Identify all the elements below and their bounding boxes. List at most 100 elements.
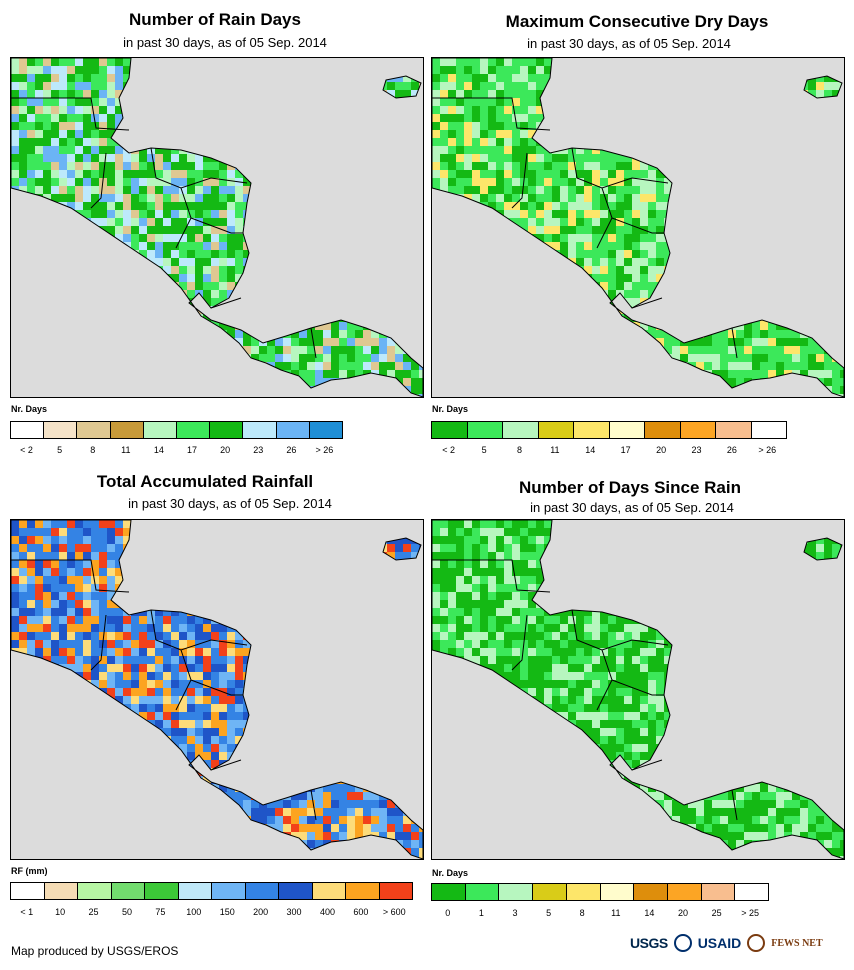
legend-swatch [667, 884, 702, 900]
legend-tick-label: 20 [656, 445, 667, 455]
legend-swatch [110, 422, 144, 438]
legend-ticks: 0 1 3 5 8 11 14 20 25 > 25 [431, 908, 767, 920]
panel-title: Total Accumulated Rainfall [96, 472, 314, 491]
legend-swatch [751, 422, 786, 438]
legend-swatch [533, 884, 567, 900]
legend-tick-label: 14 [153, 445, 164, 455]
legend-tick-label: 11 [121, 445, 131, 455]
legend-swatch [243, 422, 277, 438]
coastline [432, 58, 844, 397]
panel-subtitle: in past 30 days, as of 05 Sep. 2014 [128, 496, 332, 511]
legend-tick-label: 8 [90, 445, 96, 455]
coastline [803, 75, 843, 99]
legend-tick-label: 300 [286, 907, 302, 917]
legend-tick-label: < 2 [442, 445, 456, 455]
map-canvas [432, 520, 844, 859]
map-days-since-rain [431, 519, 845, 860]
map-credit: Map produced by USGS/EROS [11, 944, 179, 958]
legend-caption: Nr. Days [432, 404, 469, 414]
legend-swatch [499, 884, 534, 900]
legend-tick-label: 8 [579, 908, 585, 918]
legend-tick-label: > 26 [758, 445, 777, 455]
legend-tick-label: 50 [121, 907, 132, 917]
partner-logos: USGS USAID FEWS NET [630, 934, 823, 952]
legend-tick-label: > 25 [741, 908, 760, 918]
legend-ticks: < 2 5 8 11 14 17 20 23 26 > 26 [431, 445, 785, 457]
usaid-seal-icon [673, 934, 692, 952]
legend-tick-label: 26 [726, 445, 737, 455]
legend-swatch [609, 422, 645, 438]
legend-tick-label: 5 [57, 445, 63, 455]
legend-bar [10, 421, 343, 439]
legend-ticks: < 2 5 8 11 14 17 20 23 26 > 26 [10, 445, 341, 457]
legend-tick-label: 75 [155, 907, 166, 917]
legend-tick-label: 14 [585, 445, 596, 455]
legend-swatch [634, 884, 668, 900]
legend-tick-label: 17 [620, 445, 631, 455]
legend-swatch [467, 422, 503, 438]
legend-swatch [77, 422, 111, 438]
legend-swatch [44, 422, 78, 438]
panel-subtitle: in past 30 days, as of 05 Sep. 2014 [530, 500, 734, 515]
country-borders [432, 559, 738, 821]
legend-swatch [566, 884, 601, 900]
legend-tick-label: 11 [550, 445, 560, 455]
legend-bar [10, 882, 413, 900]
legend-swatch [245, 883, 279, 899]
legend-tick-label: 100 [186, 907, 202, 917]
legend-swatch [11, 883, 45, 899]
legend-tick-label: 20 [220, 445, 231, 455]
legend-swatch [276, 422, 310, 438]
legend-swatch [111, 883, 145, 899]
panel-title: Number of Rain Days [129, 10, 301, 29]
coastline [11, 520, 423, 859]
legend-bar [431, 421, 787, 439]
legend-swatch [574, 422, 610, 438]
legend-caption: Nr. Days [11, 404, 48, 414]
legend-swatch [210, 422, 244, 438]
country-borders [11, 97, 317, 359]
coastline [803, 537, 843, 561]
legend-tick-label: 8 [516, 445, 523, 455]
map-accumulated-rainfall [10, 519, 424, 860]
legend-tick-label: 1 [478, 908, 484, 918]
legend-swatch [177, 422, 211, 438]
map-canvas [432, 58, 844, 397]
legend-swatch [44, 883, 78, 899]
fews-net-logo: FEWS NET [771, 937, 823, 949]
legend-tick-label: > 26 [315, 445, 334, 455]
legend-swatch [178, 883, 212, 899]
legend-swatch [716, 422, 752, 438]
panel-title: Maximum Consecutive Dry Days [505, 12, 769, 31]
map-dry-days [431, 57, 845, 398]
legend-tick-label: 25 [711, 908, 722, 918]
legend-swatch [212, 883, 246, 899]
legend-swatch [78, 883, 112, 899]
legend-tick-label: 3 [512, 908, 518, 918]
country-borders [11, 559, 317, 821]
legend-bar [431, 883, 769, 901]
legend-swatch [465, 884, 500, 900]
legend-tick-label: 400 [319, 907, 335, 917]
legend-tick-label: 25 [88, 907, 99, 917]
legend-swatch [432, 884, 466, 900]
legend-swatch [503, 422, 539, 438]
legend-tick-label: 17 [187, 445, 198, 455]
legend-tick-label: 23 [691, 445, 702, 455]
map-rain-days [10, 57, 424, 398]
legend-tick-label: 5 [481, 445, 487, 455]
legend-tick-label: 23 [253, 445, 264, 455]
legend-swatch [143, 422, 178, 438]
coastline [382, 75, 422, 99]
legend-tick-label: 14 [644, 908, 655, 918]
legend-tick-label: 200 [253, 907, 269, 917]
coastline [11, 58, 423, 397]
legend-swatch [279, 883, 313, 899]
legend-tick-label: 20 [677, 908, 689, 918]
country-borders [432, 97, 738, 359]
fews-emblem-icon [747, 934, 766, 952]
legend-tick-label: > 600 [382, 907, 406, 917]
legend-swatch [312, 883, 346, 899]
panel-subtitle: in past 30 days, as of 05 Sep. 2014 [123, 35, 327, 50]
legend-swatch [680, 422, 716, 438]
